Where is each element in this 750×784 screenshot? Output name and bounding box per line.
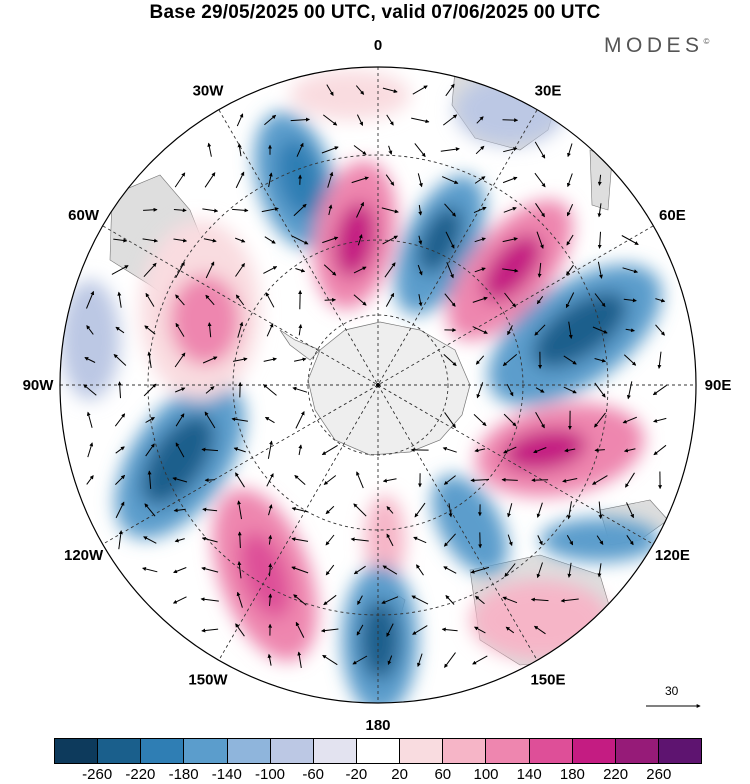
lon-label-30w: 30W xyxy=(193,83,225,100)
colorbar-segment xyxy=(530,739,573,763)
colorbar-segment xyxy=(659,739,701,763)
south-pole-marker xyxy=(376,383,380,387)
colorbar-tick-label: 220 xyxy=(603,766,628,783)
colorbar-segment xyxy=(141,739,184,763)
colorbar-tick-label: 100 xyxy=(473,766,498,783)
colorbar-tick-label: 60 xyxy=(434,766,451,783)
wind-arrow xyxy=(503,120,518,121)
colorbar-tick-label: 20 xyxy=(391,766,408,783)
lon-label-150w: 150W xyxy=(188,671,228,688)
lon-label-180: 180 xyxy=(365,717,390,734)
colorbar-tick-label: -180 xyxy=(169,766,199,783)
colorbar-tick-label: -20 xyxy=(346,766,368,783)
colorbar-tick-label: 180 xyxy=(560,766,585,783)
lon-label-90w: 90W xyxy=(23,377,55,394)
lon-label-60w: 60W xyxy=(68,207,100,224)
colorbar-segment xyxy=(486,739,529,763)
colorbar-segment xyxy=(228,739,271,763)
colorbar-segment xyxy=(357,739,400,763)
colorbar-segment xyxy=(616,739,659,763)
lon-label-30e: 30E xyxy=(535,83,562,100)
colorbar-tick-label: 140 xyxy=(517,766,542,783)
wind-arrow xyxy=(205,480,214,481)
lon-label-120e: 120E xyxy=(655,547,690,564)
lon-label-0: 0 xyxy=(374,37,382,54)
colorbar-tick-label: -220 xyxy=(125,766,155,783)
reference-vector-label: 30 xyxy=(665,684,678,698)
lon-label-150e: 150E xyxy=(530,671,565,688)
colorbar-segment xyxy=(98,739,141,763)
colorbar-segment xyxy=(55,739,98,763)
polar-map: 0 30E 60E 90E 120E 150E 180 150W 120W 90W 60W 30W xyxy=(0,0,750,735)
lon-label-60e: 60E xyxy=(659,207,686,224)
colorbar-tick-label: -60 xyxy=(302,766,324,783)
colorbar-segment xyxy=(184,739,227,763)
colorbar-tick-label: -140 xyxy=(212,766,242,783)
colorbar-segment xyxy=(443,739,486,763)
colorbar-segment xyxy=(400,739,443,763)
map-disk xyxy=(0,0,750,735)
colorbar-segment xyxy=(271,739,314,763)
colorbar-labels: -260 -220 -180 -140 -100 -60 -20 20 60 100 140 180 2… xyxy=(54,766,702,784)
colorbar-segment xyxy=(314,739,357,763)
colorbar-tick-label: -260 xyxy=(82,766,112,783)
colorbar xyxy=(54,738,702,764)
colorbar-segment xyxy=(573,739,616,763)
colorbar-tick-label: 260 xyxy=(646,766,671,783)
colorbar-tick-label: -100 xyxy=(255,766,285,783)
lon-label-120w: 120W xyxy=(64,547,104,564)
lon-label-90e: 90E xyxy=(705,377,732,394)
